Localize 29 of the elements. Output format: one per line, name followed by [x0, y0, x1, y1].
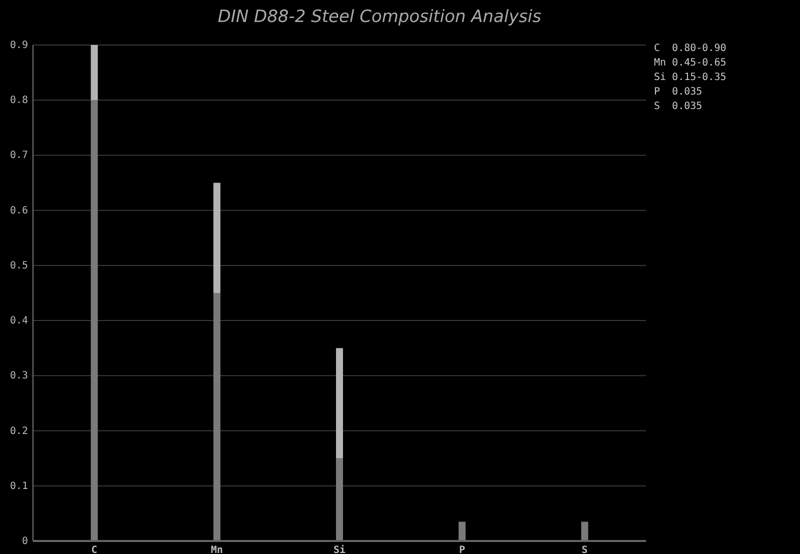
bar	[90, 45, 98, 100]
y-tick-label: 0.5	[10, 260, 28, 272]
y-tick-label: 0.1	[10, 480, 28, 492]
y-tick-label: 0	[22, 536, 28, 547]
text: C 0.80-0.90	[654, 43, 726, 54]
x-tick-label: P	[459, 545, 466, 554]
bar	[581, 522, 588, 541]
y-tick-label: 0.2	[10, 426, 28, 437]
bar	[90, 100, 98, 541]
bar	[336, 348, 343, 458]
y-tick-label: 0.6	[10, 205, 28, 216]
y-tick-label: 0.7	[10, 150, 28, 162]
text: S 0.035	[654, 101, 702, 112]
text: Mn 0.45-0.65	[654, 58, 726, 68]
y-tick-label: 0.4	[10, 316, 28, 327]
y-tick-label: 0.3	[10, 370, 28, 382]
text: Si 0.15-0.35	[654, 72, 726, 83]
bar	[458, 522, 466, 541]
y-tick-label: 0.9	[10, 40, 28, 51]
bar	[336, 458, 343, 541]
bar	[213, 182, 220, 293]
chart-title: DIN D88-2 Steel Composition Analysis	[218, 7, 542, 27]
x-tick-label: Mn	[210, 545, 223, 554]
bar	[213, 293, 220, 541]
x-tick-label: Si	[333, 544, 346, 554]
x-tick-label: C	[91, 545, 98, 554]
y-tick-label: 0.8	[10, 95, 28, 106]
x-tick-label: S	[582, 545, 588, 554]
text: P 0.035	[654, 86, 702, 98]
